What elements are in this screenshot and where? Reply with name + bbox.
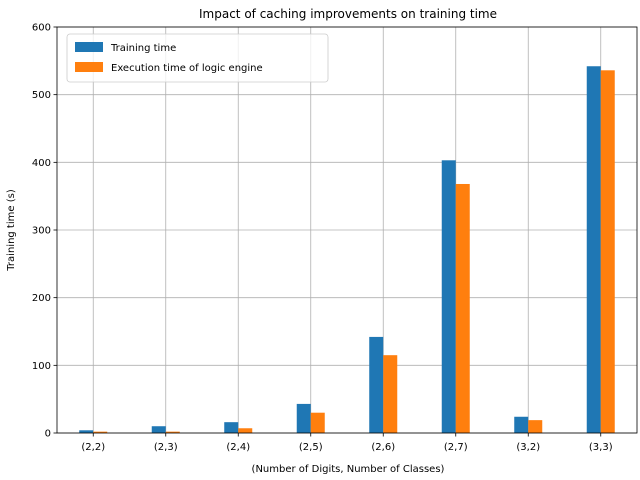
x-tick-label: (2,3) [154,442,178,453]
y-tick-label: 300 [32,226,51,237]
x-tick-label: (2,7) [444,442,468,453]
legend: Training time Execution time of logic eng… [66,33,329,83]
x-tick-label: (2,2) [81,442,105,453]
bar-training-time [296,403,311,433]
x-tick-label: (2,6) [371,442,395,453]
y-axis-title: Training time (s) [6,189,17,272]
bar-training-time [224,422,239,433]
bar-training-time [441,160,456,433]
bar-training-time [151,426,166,433]
bar-logic-engine-time [383,355,398,433]
x-tick-label: (3,2) [516,442,540,453]
bar-training-time [586,66,601,433]
legend-swatch [75,42,103,52]
bar-logic-engine-time [165,431,180,433]
axis-ticks: 0 100 200 300 400 500 600 (2,2) (2,3) (2,4) (2,5) (… [32,23,613,454]
bar-logic-engine-time [455,183,470,433]
x-tick-label: (3,3) [589,442,613,453]
bar-logic-engine-time [93,431,108,433]
y-tick-label: 200 [32,293,51,304]
y-tick-label: 0 [45,429,51,440]
x-axis-title: (Number of Digits, Number of Classes) [252,464,445,475]
bar-logic-engine-time [528,420,543,433]
bar-training-time [79,430,94,433]
y-tick-label: 500 [32,90,51,101]
bars [79,66,615,433]
y-tick-label: 400 [32,158,51,169]
legend-box [66,33,329,83]
chart-title: Impact of caching improvements on traini… [199,7,497,21]
bar-logic-engine-time [238,428,253,433]
bar-training-time [514,416,529,433]
bar-logic-engine-time [600,70,615,433]
legend-label: Execution time of logic engine [111,63,263,74]
x-tick-label: (2,4) [226,442,250,453]
y-tick-label: 600 [32,23,51,34]
legend-label: Training time [110,43,176,54]
bar-training-time [369,336,384,433]
bar-logic-engine-time [310,412,325,433]
legend-swatch [75,62,103,72]
x-tick-label: (2,5) [299,442,323,453]
y-tick-label: 100 [32,361,51,372]
